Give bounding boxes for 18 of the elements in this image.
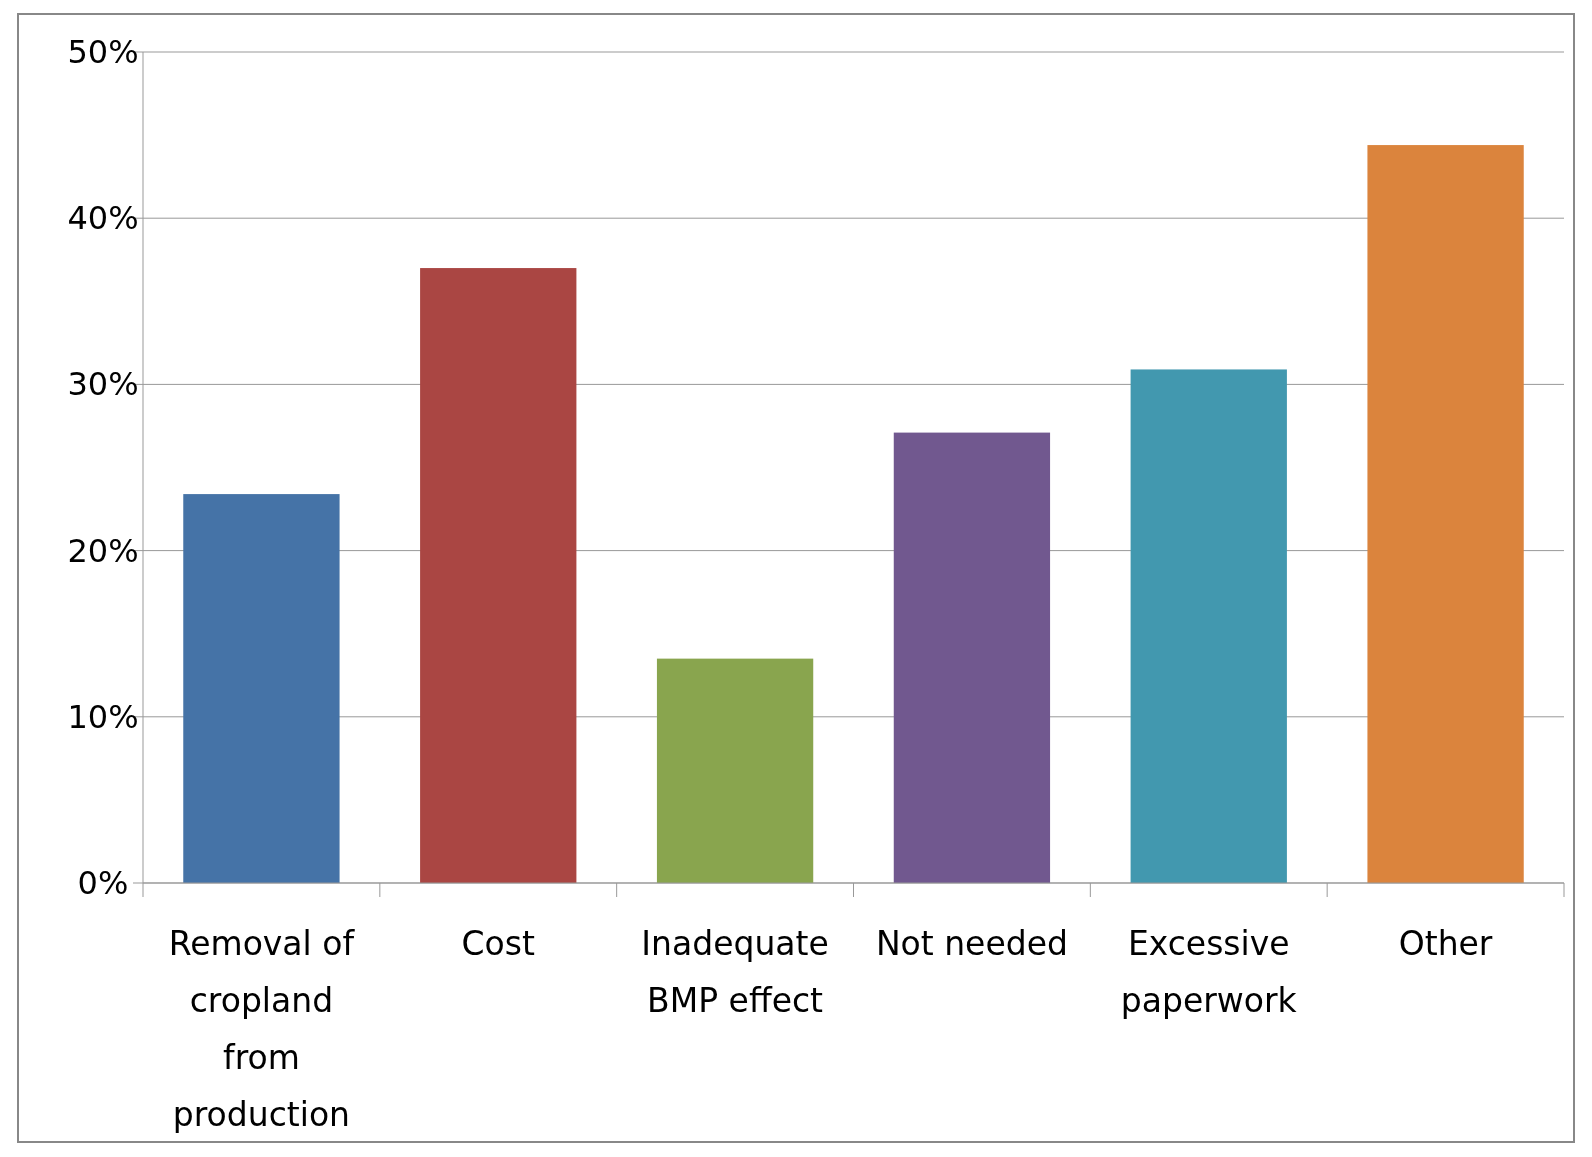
bar [1130, 369, 1287, 883]
y-tick-label: 40% [67, 199, 139, 238]
x-tick-label: Not needed [875, 924, 1068, 963]
y-tick-label: 0% [77, 864, 129, 902]
bar [1367, 145, 1524, 883]
x-tick-label: Removal of cropland from production [168, 924, 356, 1134]
bar [183, 494, 340, 883]
bar [656, 658, 814, 883]
x-tick-label: Excessive paperwork [1120, 924, 1298, 1020]
y-tick-label: 20% [67, 531, 139, 570]
bar [893, 432, 1051, 883]
x-tick-label: Other [1398, 924, 1493, 963]
y-tick-label: 30% [67, 365, 139, 404]
y-tick-label: 10% [67, 697, 139, 736]
y-tick-label: 50% [67, 33, 139, 71]
x-tick-label: Inadequate BMP effect [641, 924, 829, 1020]
bar [420, 268, 577, 883]
x-tick-label: Cost [461, 924, 535, 963]
